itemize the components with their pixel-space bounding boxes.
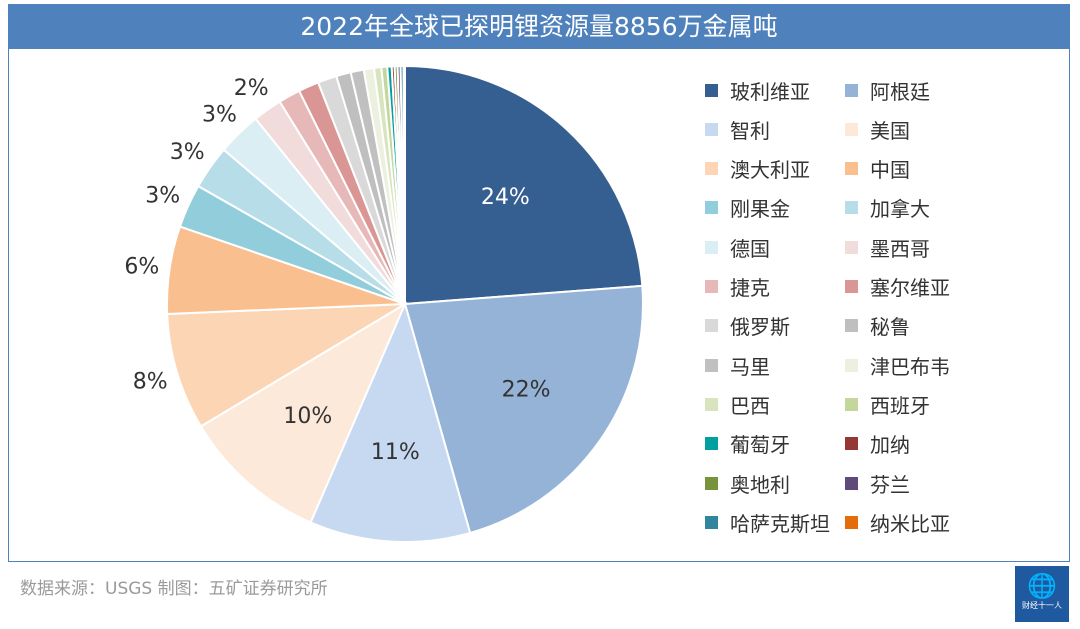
legend-label: 阿根廷 xyxy=(870,79,930,104)
legend-swatch xyxy=(845,162,858,176)
legend-item: 津巴布韦 xyxy=(845,350,950,380)
slice-label-0: 24% xyxy=(481,185,530,210)
legend-item: 哈萨克斯坦 xyxy=(705,507,830,537)
legend-label: 葡萄牙 xyxy=(730,433,790,458)
legend-item: 玻利维亚 xyxy=(705,75,810,105)
legend-item: 智利 xyxy=(705,114,770,144)
legend-item: 秘鲁 xyxy=(845,311,910,341)
legend-swatch xyxy=(705,122,718,136)
legend-label: 西班牙 xyxy=(870,393,930,418)
legend-label: 墨西哥 xyxy=(870,236,930,261)
legend-label: 刚果金 xyxy=(730,197,790,222)
slice-label-2: 11% xyxy=(371,440,420,465)
legend-item: 中国 xyxy=(845,154,910,184)
legend-label: 加纳 xyxy=(870,433,910,458)
pie-slice-23 xyxy=(402,64,406,305)
pie-slice-0 xyxy=(404,64,644,306)
legend-label: 加拿大 xyxy=(870,197,930,222)
legend-label: 芬兰 xyxy=(870,472,910,497)
legend-label: 捷克 xyxy=(730,276,770,300)
legend-label: 秘鲁 xyxy=(870,315,910,340)
legend-item: 刚果金 xyxy=(705,193,790,223)
legend-swatch xyxy=(705,437,718,451)
legend-item: 巴西 xyxy=(705,389,770,419)
legend-swatch xyxy=(705,280,718,293)
legend-swatch xyxy=(845,437,858,451)
slice-label-3: 10% xyxy=(283,404,332,429)
legend-swatch xyxy=(845,122,858,136)
legend-item: 纳米比亚 xyxy=(845,507,950,537)
legend-swatch xyxy=(845,280,858,293)
legend-swatch xyxy=(705,83,718,97)
legend-label: 俄罗斯 xyxy=(730,315,790,340)
legend-swatch xyxy=(845,83,858,97)
legend-label: 智利 xyxy=(730,118,770,143)
legend-item: 澳大利亚 xyxy=(705,154,810,184)
legend-label: 津巴布韦 xyxy=(870,354,950,379)
legend-label: 奥地利 xyxy=(730,472,790,497)
legend-item: 葡萄牙 xyxy=(705,429,790,459)
legend-label: 美国 xyxy=(870,118,910,143)
legend-swatch xyxy=(845,319,858,333)
legend-swatch xyxy=(705,397,718,411)
legend-swatch xyxy=(705,162,718,176)
slice-label-8: 3% xyxy=(202,102,237,127)
legend-swatch xyxy=(845,358,858,372)
globe-icon: 🌐 xyxy=(1027,572,1057,600)
legend-label: 中国 xyxy=(870,158,910,183)
legend-swatch xyxy=(705,319,718,333)
legend-item: 俄罗斯 xyxy=(705,311,790,341)
legend-swatch xyxy=(845,201,858,215)
legend-item: 马里 xyxy=(705,350,770,380)
legend-label: 马里 xyxy=(730,354,770,379)
slice-label-6: 3% xyxy=(145,183,180,208)
legend-item: 芬兰 xyxy=(845,468,910,498)
legend-label: 德国 xyxy=(730,236,770,261)
legend-label: 玻利维亚 xyxy=(730,79,810,104)
legend-item: 墨西哥 xyxy=(845,232,930,262)
legend-swatch xyxy=(705,476,718,490)
legend-swatch xyxy=(845,240,858,254)
legend-swatch xyxy=(845,476,858,490)
legend-swatch xyxy=(705,515,718,529)
chart-title: 2022年全球已探明锂资源量8856万金属吨 xyxy=(9,5,1069,49)
legend-label: 澳大利亚 xyxy=(730,158,810,183)
slice-label-1: 22% xyxy=(502,377,551,402)
source-note: 数据来源：USGS 制图：五矿证券研究所 xyxy=(20,579,328,599)
legend-item: 美国 xyxy=(845,114,910,144)
legend-item: 德国 xyxy=(705,232,770,262)
slice-label-5: 6% xyxy=(124,255,159,280)
legend-swatch xyxy=(705,201,718,215)
legend-item: 西班牙 xyxy=(845,389,930,419)
legend-item: 阿根廷 xyxy=(845,75,930,105)
chart-frame: 2022年全球已探明锂资源量8856万金属吨 24% 22% 11% 10% 8% 6% 3… xyxy=(8,4,1070,562)
slice-label-4: 8% xyxy=(133,369,168,394)
legend-swatch xyxy=(845,397,858,411)
legend-label: 塞尔维亚 xyxy=(870,276,950,300)
legend-item: 捷克 xyxy=(705,272,770,302)
pie-chart: 24%22%11%10%8%6%3%3%3%2% xyxy=(124,64,644,543)
slice-label-9: 2% xyxy=(234,76,269,101)
pie-slice-1 xyxy=(403,284,644,535)
pie-slice-3 xyxy=(199,301,408,524)
legend-swatch xyxy=(705,240,718,254)
logo-text: 财经十一人 xyxy=(1022,601,1062,610)
logo: 🌐 财经十一人 xyxy=(1015,566,1069,622)
legend-label: 哈萨克斯坦 xyxy=(730,511,830,536)
pie-slice-4 xyxy=(166,303,406,428)
legend-item: 加拿大 xyxy=(845,193,930,223)
legend-swatch xyxy=(845,515,858,529)
legend-label: 巴西 xyxy=(730,393,770,418)
legend-item: 加纳 xyxy=(845,429,910,459)
pie-slice-2 xyxy=(309,301,472,543)
slice-label-7: 3% xyxy=(170,140,205,165)
legend-item: 塞尔维亚 xyxy=(845,272,950,302)
legend-item: 奥地利 xyxy=(705,468,790,498)
legend-swatch xyxy=(705,358,718,372)
legend-label: 纳米比亚 xyxy=(870,511,950,536)
